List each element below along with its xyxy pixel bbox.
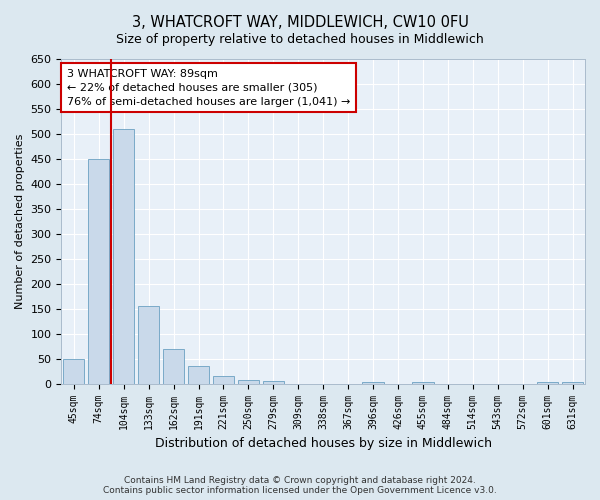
Bar: [213, 376, 234, 384]
Bar: [63, 358, 85, 384]
Text: 3, WHATCROFT WAY, MIDDLEWICH, CW10 0FU: 3, WHATCROFT WAY, MIDDLEWICH, CW10 0FU: [131, 15, 469, 30]
X-axis label: Distribution of detached houses by size in Middlewich: Distribution of detached houses by size …: [155, 437, 492, 450]
Bar: [537, 382, 558, 384]
Bar: [138, 306, 159, 384]
Bar: [188, 366, 209, 384]
Bar: [362, 382, 383, 384]
Text: 3 WHATCROFT WAY: 89sqm
← 22% of detached houses are smaller (305)
76% of semi-de: 3 WHATCROFT WAY: 89sqm ← 22% of detached…: [67, 68, 350, 106]
Bar: [163, 348, 184, 384]
Bar: [263, 381, 284, 384]
Bar: [412, 382, 434, 384]
Bar: [562, 382, 583, 384]
Text: Size of property relative to detached houses in Middlewich: Size of property relative to detached ho…: [116, 32, 484, 46]
Y-axis label: Number of detached properties: Number of detached properties: [15, 134, 25, 309]
Bar: [238, 380, 259, 384]
Bar: [113, 129, 134, 384]
Text: Contains HM Land Registry data © Crown copyright and database right 2024.
Contai: Contains HM Land Registry data © Crown c…: [103, 476, 497, 495]
Bar: [88, 159, 109, 384]
